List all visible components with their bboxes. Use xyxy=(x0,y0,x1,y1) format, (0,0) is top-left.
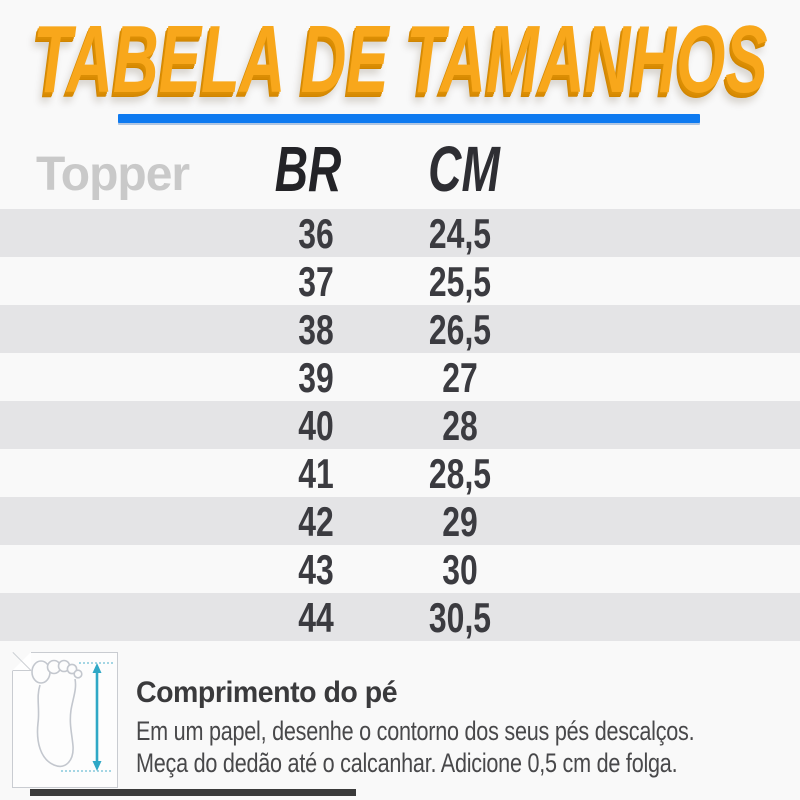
brand-logo-topper: Topper xyxy=(36,148,190,201)
table-row: 41 28,5 xyxy=(0,449,800,497)
cm-size-cell: 25,5 xyxy=(428,258,492,305)
instructions-line-2: Meça do dedão até o calcanhar. Adicione … xyxy=(136,748,678,778)
cm-size-cell: 27 xyxy=(442,354,478,401)
br-size-cell: 37 xyxy=(298,258,334,305)
column-header-cm: CM xyxy=(428,133,500,205)
instructions-line-1: Em um papel, desenhe o contorno dos seus… xyxy=(136,716,695,746)
table-row: 39 27 xyxy=(0,353,800,401)
cm-size-cell: 28 xyxy=(442,402,478,449)
page-title-wrap: TABELA DE TAMANHOS xyxy=(0,6,800,113)
table-row: 38 26,5 xyxy=(0,305,800,353)
table-row: 44 30,5 xyxy=(0,593,800,641)
table-row: 36 24,5 xyxy=(0,209,800,257)
cm-size-cell: 30,5 xyxy=(428,594,492,641)
cm-size-cell: 29 xyxy=(442,498,478,545)
br-size-cell: 42 xyxy=(298,498,334,545)
column-header-br: BR xyxy=(274,133,342,205)
br-size-cell: 44 xyxy=(298,594,334,641)
foot-measurement-icon xyxy=(12,651,118,788)
table-header: Topper BR CM xyxy=(0,133,800,208)
table-row: 43 30 xyxy=(0,545,800,593)
br-size-cell: 38 xyxy=(298,306,334,353)
br-size-cell: 40 xyxy=(298,402,334,449)
table-row: 40 28 xyxy=(0,401,800,449)
page-title: TABELA DE TAMANHOS xyxy=(32,6,768,113)
br-size-cell: 39 xyxy=(298,354,334,401)
instructions-heading: Comprimento do pé xyxy=(136,676,398,709)
br-size-cell: 36 xyxy=(298,210,334,257)
bottom-divider-bar xyxy=(30,789,356,796)
table-row: 42 29 xyxy=(0,497,800,545)
measurement-instructions: Comprimento do pé Em um papel, desenhe o… xyxy=(0,648,800,800)
cm-size-cell: 30 xyxy=(442,546,478,593)
blue-divider xyxy=(118,114,700,123)
cm-size-cell: 28,5 xyxy=(428,450,492,497)
cm-size-cell: 26,5 xyxy=(428,306,492,353)
br-size-cell: 43 xyxy=(298,546,334,593)
br-size-cell: 41 xyxy=(298,450,334,497)
cm-size-cell: 24,5 xyxy=(428,210,492,257)
table-row: 37 25,5 xyxy=(0,257,800,305)
size-table: 36 24,5 37 25,5 38 26,5 39 27 40 28 41 2… xyxy=(0,209,800,641)
foot-outline-icon xyxy=(31,659,113,772)
